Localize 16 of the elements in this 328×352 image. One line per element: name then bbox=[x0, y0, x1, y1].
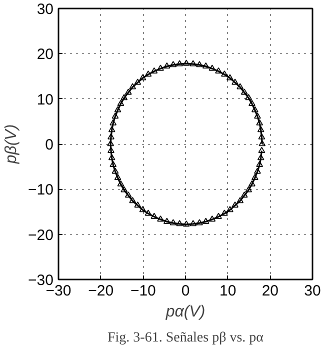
x-tick-label: 0 bbox=[181, 282, 190, 300]
x-tick-label: 10 bbox=[219, 282, 236, 300]
x-tick-label: 20 bbox=[262, 282, 279, 300]
x-tick-label: 30 bbox=[304, 282, 321, 300]
caption: Fig. 3-61. Señales pβ vs. pα bbox=[107, 330, 264, 346]
y-tick-label: 10 bbox=[36, 91, 54, 108]
y-tick-label: 0 bbox=[45, 136, 54, 154]
x-tick-label: −20 bbox=[88, 282, 114, 300]
y-tick-label: 20 bbox=[36, 46, 54, 64]
y-tick-label: 30 bbox=[36, 1, 54, 18]
x-axis-title: pα(V) bbox=[164, 304, 206, 320]
x-tick-label: −10 bbox=[130, 282, 156, 300]
y-tick-label: −10 bbox=[28, 182, 54, 199]
y-tick-label: −30 bbox=[28, 272, 54, 289]
y-axis-title: pβ(V) bbox=[3, 124, 20, 165]
y-tick-label: −20 bbox=[28, 226, 54, 244]
